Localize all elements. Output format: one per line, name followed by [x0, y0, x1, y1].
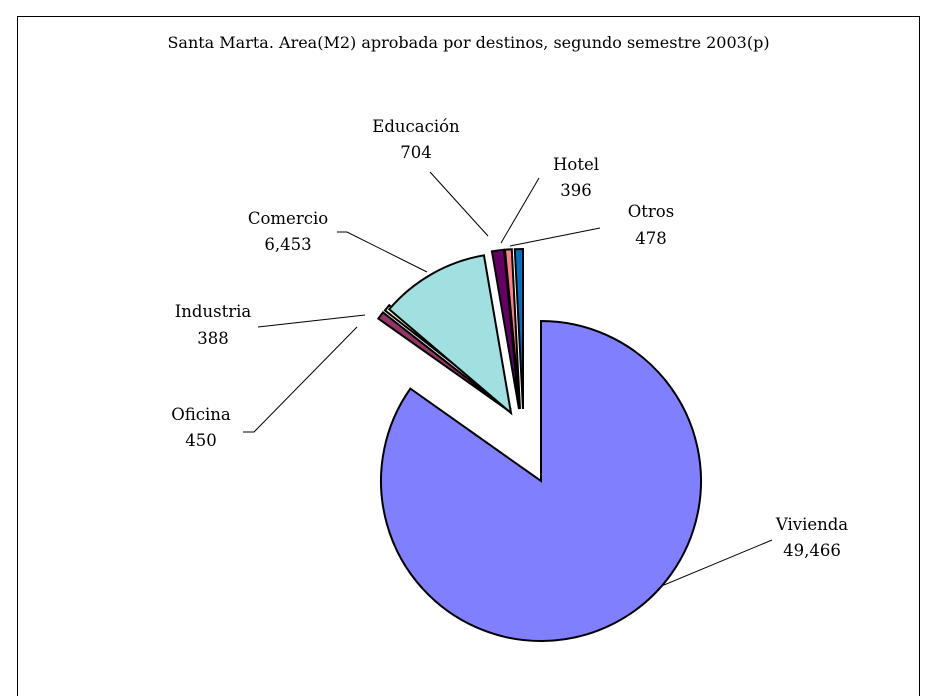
leader-line-oficina: [243, 326, 358, 433]
slice-value-oficina: 450: [185, 431, 217, 450]
slice-label-educacion: Educación: [372, 117, 460, 136]
pie-slice-oficina: [376, 310, 510, 412]
slice-label-oficina: Oficina: [171, 405, 231, 424]
chart-title: Santa Marta. Area(M2) aprobada por desti…: [167, 33, 770, 52]
leader-line-industria: [257, 314, 366, 328]
leader-line-hotel: [500, 177, 540, 244]
slice-label-otros: Otros: [628, 202, 674, 221]
slice-label-vivienda: Vivienda: [775, 515, 848, 534]
slice-value-hotel: 396: [560, 181, 592, 200]
slice-value-industria: 388: [197, 329, 229, 348]
pie-slice-vivienda: [380, 319, 703, 642]
slice-value-vivienda: 49,466: [783, 541, 841, 560]
leader-line-otros: [509, 227, 601, 247]
pie-slice-comercio: [387, 254, 513, 416]
pie-slice-hotel: [503, 248, 521, 410]
slice-label-industria: Industria: [175, 302, 252, 321]
slice-value-educacion: 704: [400, 143, 432, 162]
slice-value-comercio: 6,453: [264, 235, 311, 254]
slice-value-otros: 478: [635, 229, 667, 248]
leader-line-comercio: [337, 231, 428, 273]
slice-label-comercio: Comercio: [248, 209, 328, 228]
slice-label-hotel: Hotel: [553, 155, 599, 174]
leader-line-educacion: [429, 171, 489, 237]
pie-slice-otros: [513, 247, 524, 410]
